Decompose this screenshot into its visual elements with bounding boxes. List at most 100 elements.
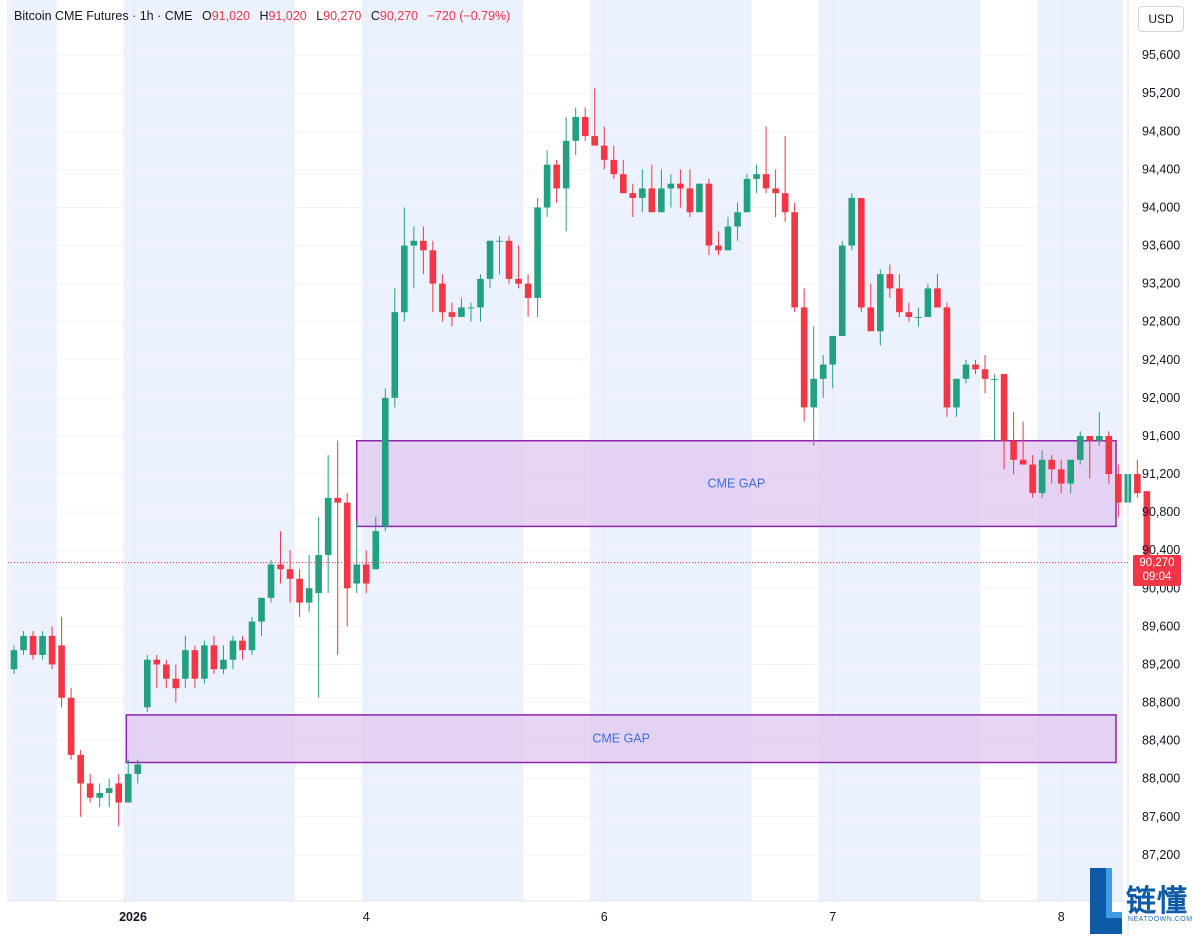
candle-body	[1143, 491, 1151, 563]
candle	[86, 773, 94, 803]
y-tick-label: 94,400	[1142, 162, 1180, 176]
candle-body	[1010, 440, 1017, 460]
candle	[1086, 435, 1094, 479]
candle	[362, 550, 370, 594]
candle	[48, 626, 56, 670]
y-tick-label: 89,200	[1142, 657, 1180, 671]
axes: 87,200 87,600 88,000 88,400 88,800 89,200 89,6…	[7, 0, 1180, 936]
candle	[486, 240, 494, 289]
candle-body	[286, 569, 294, 579]
cme-gap-zones: CME GAP CME GAP	[125, 439, 1117, 764]
candle-body	[86, 783, 94, 798]
candle-body	[515, 278, 522, 284]
change-value: −720 (−0.79%)	[427, 9, 511, 23]
candle	[1038, 450, 1046, 498]
candle-body	[39, 635, 46, 655]
y-tick-label: 94,000	[1142, 200, 1180, 214]
candle	[972, 359, 979, 375]
candle-body	[677, 183, 684, 189]
candle-body	[648, 188, 656, 213]
candle-body	[905, 312, 913, 317]
candle	[353, 521, 361, 594]
candle	[163, 659, 170, 689]
candle	[962, 359, 970, 384]
candle-body	[562, 140, 570, 189]
candle	[286, 550, 294, 603]
candle	[1143, 491, 1151, 563]
candle	[677, 169, 684, 208]
low-value: 90,270	[323, 9, 362, 23]
currency-button[interactable]: USD	[1138, 6, 1184, 32]
candle-body	[124, 773, 132, 803]
candle	[248, 616, 256, 655]
candle	[553, 159, 560, 203]
candle-body	[229, 640, 237, 660]
candle	[153, 654, 161, 689]
candle	[448, 302, 456, 327]
candle	[619, 159, 627, 194]
candle-body	[29, 635, 37, 655]
candle	[581, 107, 589, 141]
candle	[591, 88, 599, 146]
candle	[29, 631, 37, 660]
candle	[1057, 459, 1065, 494]
candle-body	[191, 650, 199, 679]
candle	[410, 226, 418, 289]
candle-body	[372, 531, 380, 570]
candle-body	[115, 783, 123, 803]
candle	[991, 374, 998, 441]
y-tick-label: 93,600	[1142, 239, 1180, 253]
candle	[105, 778, 113, 808]
y-tick-label: 91,200	[1142, 467, 1180, 481]
symbol-title: Bitcoin CME Futures · 1h · CME	[14, 9, 193, 23]
candle-body	[629, 193, 637, 198]
candle-body	[1115, 474, 1122, 503]
candle-body	[362, 564, 370, 584]
candle	[115, 773, 123, 827]
candle	[515, 245, 522, 289]
candle	[572, 107, 579, 156]
logo-subtext: NEATDOWN.COM	[1128, 916, 1193, 923]
candle-body	[58, 645, 65, 698]
candle-body	[439, 283, 446, 313]
candle-body	[1134, 474, 1141, 494]
candle-body	[448, 312, 456, 317]
candle	[600, 126, 608, 170]
candle	[420, 226, 427, 275]
candle	[686, 169, 694, 217]
candle-body	[962, 364, 970, 379]
candle-body	[610, 159, 618, 175]
candle-body	[1038, 459, 1046, 494]
candle	[239, 635, 246, 660]
y-tick-label: 93,200	[1142, 277, 1180, 291]
candle-body	[105, 788, 113, 793]
candlesticks	[10, 88, 1151, 827]
candle	[96, 783, 103, 808]
candle	[658, 169, 665, 213]
candle-body	[1057, 469, 1065, 484]
candle-body	[877, 274, 884, 332]
candle-body	[924, 288, 932, 317]
candle	[210, 635, 218, 674]
candle-body	[553, 164, 560, 189]
candle	[800, 288, 808, 422]
candle	[1115, 464, 1122, 517]
candle	[372, 516, 380, 570]
candle	[20, 631, 27, 655]
open-value: 91,020	[211, 9, 250, 23]
candle-body	[658, 188, 665, 213]
candle-body	[134, 764, 142, 774]
symbol-legend: Bitcoin CME Futures · 1h · CME O91,020 H…	[14, 9, 510, 23]
x-tick-label: 8	[1058, 910, 1065, 924]
candle	[124, 759, 132, 803]
candle	[258, 597, 265, 636]
candle-body	[420, 240, 427, 251]
candle-body	[715, 245, 722, 251]
candle-body	[781, 193, 789, 213]
candle	[610, 145, 618, 179]
candle	[1010, 412, 1017, 475]
y-tick-label: 88,800	[1142, 696, 1180, 710]
candle-body	[734, 212, 741, 227]
y-tick-label: 88,000	[1142, 772, 1180, 786]
